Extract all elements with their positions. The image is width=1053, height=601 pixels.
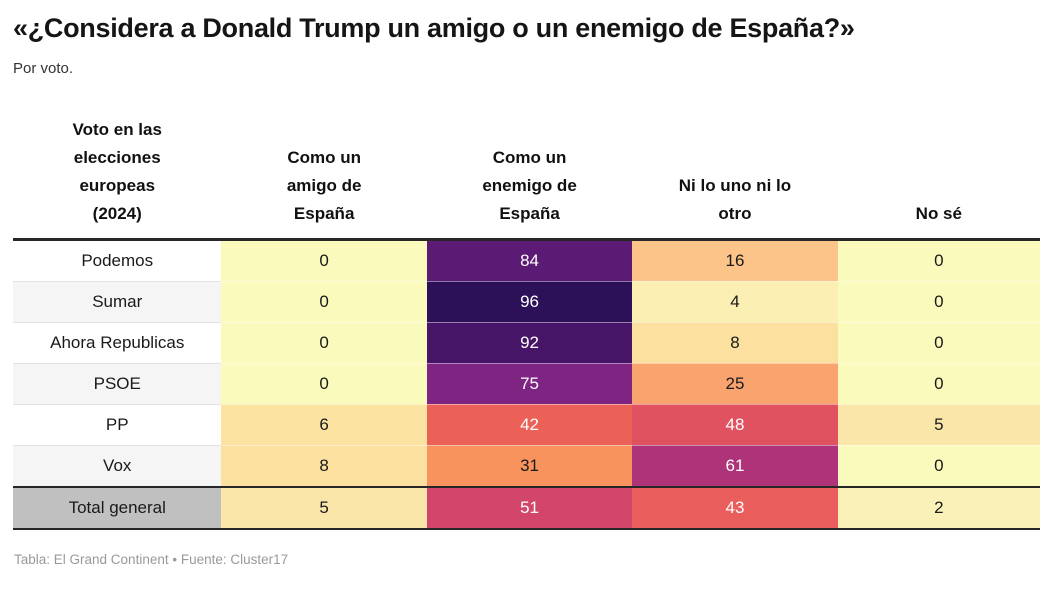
table-cell: 0 (837, 444, 1040, 487)
column-header-no-se: No sé (837, 115, 1040, 241)
column-header-line: (2024) (92, 203, 142, 223)
column-header-amigo: Como un amigo de España (221, 115, 427, 241)
table-cell: 6 (221, 403, 427, 446)
table-row: Podemos 0 84 16 0 (13, 239, 1040, 282)
table-cell: 2 (837, 485, 1040, 530)
table-row-total: Total general 5 51 43 2 (13, 485, 1040, 530)
credit-line: Tabla: El Grand Continent • Fuente: Clus… (14, 551, 289, 567)
column-header-line: Voto en las (72, 119, 162, 139)
table-cell: 4 (632, 280, 838, 323)
chart-title: «¿Considera a Donald Trump un amigo o un… (13, 13, 855, 43)
column-header-line: Como un (287, 147, 361, 167)
table-row: Vox 8 31 61 0 (13, 444, 1040, 487)
table-cell: 5 (837, 403, 1040, 446)
table-cell: 84 (426, 239, 633, 282)
table-cell: 0 (837, 362, 1040, 405)
table-cell: 75 (426, 362, 633, 405)
row-label: Total general (13, 485, 222, 530)
table-cell: 92 (426, 321, 633, 364)
column-header-line: amigo de (286, 175, 362, 195)
row-label: Sumar (13, 280, 222, 323)
column-header-line: europeas (79, 175, 156, 195)
table-cell: 51 (426, 485, 633, 530)
column-header-line: enemigo de (482, 175, 577, 195)
table-cell: 43 (632, 485, 838, 530)
table-row: Sumar 0 96 4 0 (13, 280, 1040, 323)
row-label: Vox (13, 444, 222, 487)
table-cell: 48 (632, 403, 838, 446)
header-row: Voto en las elecciones europeas (2024) Como… (13, 115, 1040, 241)
row-label: Ahora Republicas (13, 321, 222, 364)
chart-subtitle: Por voto. (13, 59, 74, 77)
table-cell: 8 (632, 321, 838, 364)
column-header-voto: Voto en las elecciones europeas (2024) (13, 115, 222, 241)
table-cell: 31 (426, 444, 633, 487)
row-label: Podemos (13, 239, 222, 282)
table-cell: 16 (632, 239, 838, 282)
table-cell: 0 (837, 321, 1040, 364)
table-cell: 0 (837, 239, 1040, 282)
table-cell: 8 (221, 444, 427, 487)
table-cell: 0 (221, 321, 427, 364)
column-header-line: elecciones (73, 147, 161, 167)
table-row: Ahora Republicas 0 92 8 0 (13, 321, 1040, 364)
column-header-line: Como un (492, 147, 567, 167)
column-header-line: España (499, 203, 560, 223)
table-header: Voto en las elecciones europeas (2024) Como… (13, 115, 1040, 241)
table-row: PSOE 0 75 25 0 (13, 362, 1040, 405)
table-row: PP 6 42 48 5 (13, 403, 1040, 446)
column-header-line: España (293, 203, 355, 223)
table-cell: 5 (221, 485, 427, 530)
table-cell: 25 (632, 362, 838, 405)
row-label: PP (13, 403, 222, 446)
table-cell: 0 (837, 280, 1040, 323)
table-cell: 96 (426, 280, 633, 323)
data-table: Voto en las elecciones europeas (2024) Como… (13, 115, 1040, 530)
column-header-ni-uno: Ni lo uno ni lo otro (632, 115, 838, 241)
table-cell: 0 (221, 239, 427, 282)
column-header-line: otro (718, 203, 752, 223)
column-header-enemigo: Como un enemigo de España (426, 115, 633, 241)
table-body: Podemos 0 84 16 0 Sumar 0 96 4 0 Ahora Republicas 0… (13, 239, 1040, 530)
column-header-line: No sé (915, 203, 962, 223)
table-cell: 61 (632, 444, 838, 487)
table-cell: 0 (221, 280, 427, 323)
table-cell: 42 (426, 403, 633, 446)
row-label: PSOE (13, 362, 222, 405)
table-cell: 0 (221, 362, 427, 405)
column-header-line: Ni lo uno ni lo (678, 175, 792, 195)
